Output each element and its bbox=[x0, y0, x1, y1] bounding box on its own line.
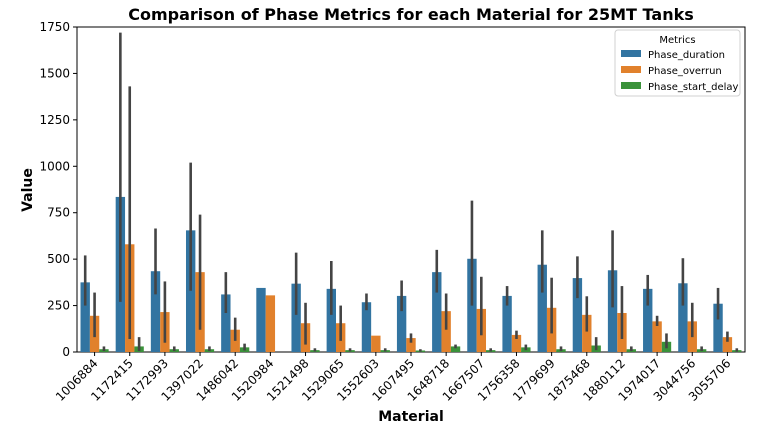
y-tick-label: 1250 bbox=[39, 113, 70, 127]
y-tick-label: 1750 bbox=[39, 20, 70, 34]
legend-swatch bbox=[621, 82, 641, 89]
legend-entry: Phase_duration bbox=[648, 50, 725, 61]
bar bbox=[185, 230, 196, 352]
bar bbox=[502, 295, 512, 352]
bar bbox=[652, 321, 662, 352]
y-tick-label: 1000 bbox=[39, 159, 70, 173]
bar bbox=[221, 294, 231, 352]
legend: Metrics Phase_duration Phase_overrun Phase_… bbox=[614, 29, 741, 97]
bar bbox=[441, 311, 451, 352]
bar bbox=[537, 264, 547, 352]
y-tick-label: 500 bbox=[47, 252, 70, 266]
bar bbox=[607, 270, 618, 352]
bar bbox=[722, 337, 733, 352]
y-axis-label: Value bbox=[20, 168, 36, 212]
bar bbox=[406, 338, 416, 352]
y-tick-label: 750 bbox=[47, 206, 70, 220]
bar bbox=[265, 295, 276, 352]
legend-entry: Phase_start_delay bbox=[648, 82, 739, 93]
chart-title: Comparison of Phase Metrics for each Mat… bbox=[128, 5, 694, 24]
legend-swatch bbox=[621, 50, 641, 57]
y-tick-label: 250 bbox=[47, 299, 70, 313]
bar bbox=[80, 282, 90, 352]
bar bbox=[371, 335, 381, 352]
bar bbox=[291, 283, 301, 352]
bar bbox=[450, 346, 461, 352]
bar bbox=[432, 272, 442, 352]
bar bbox=[256, 287, 266, 352]
legend-swatch bbox=[621, 66, 641, 73]
legend-box bbox=[614, 29, 741, 97]
bar bbox=[713, 303, 723, 352]
bar bbox=[396, 295, 407, 352]
bar bbox=[643, 288, 653, 352]
bar bbox=[582, 314, 592, 352]
x-axis-label: Material bbox=[378, 409, 444, 425]
bar bbox=[511, 334, 522, 352]
y-tick-label: 0 bbox=[62, 345, 70, 359]
bar bbox=[326, 288, 336, 352]
legend-entry: Phase_overrun bbox=[648, 66, 722, 77]
y-tick-label: 1500 bbox=[39, 66, 70, 80]
legend-title: Metrics bbox=[659, 35, 695, 46]
bar bbox=[678, 283, 688, 352]
bar bbox=[150, 271, 161, 352]
bar bbox=[361, 302, 372, 352]
bar bbox=[572, 278, 583, 352]
